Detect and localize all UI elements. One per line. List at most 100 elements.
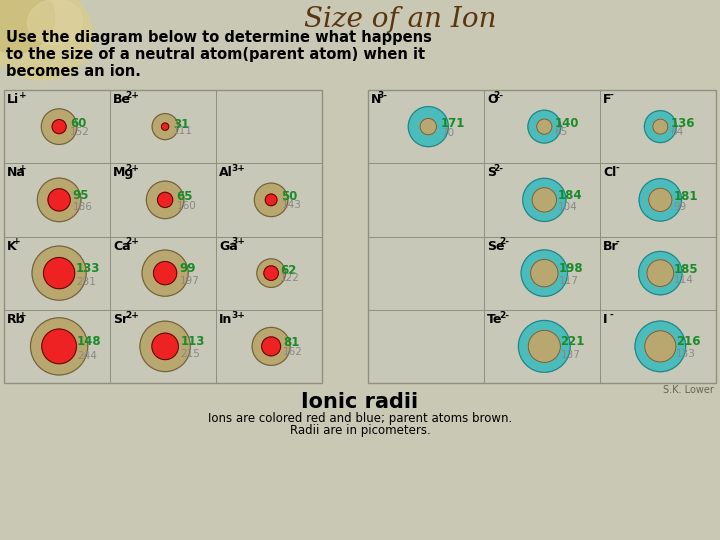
Text: 95: 95 (73, 190, 89, 202)
Bar (4, 163, 110, 237)
Circle shape (639, 179, 682, 221)
Circle shape (30, 318, 88, 375)
Text: 64: 64 (670, 127, 683, 137)
Bar (4, 90, 110, 163)
Bar (600, 163, 716, 237)
Text: Mg: Mg (113, 166, 134, 179)
Circle shape (531, 259, 558, 287)
Text: 143: 143 (282, 200, 302, 210)
Text: 133: 133 (76, 262, 100, 275)
Text: -: - (609, 91, 613, 100)
Text: 2+: 2+ (125, 164, 139, 173)
Text: 81: 81 (283, 336, 300, 349)
Circle shape (142, 250, 188, 296)
Text: Ions are colored red and blue; parent atoms brown.: Ions are colored red and blue; parent at… (208, 412, 512, 425)
Text: 148: 148 (77, 335, 102, 348)
Text: Radii are in picometers.: Radii are in picometers. (289, 424, 431, 437)
Bar (484, 163, 600, 237)
Text: 162: 162 (283, 347, 303, 357)
Text: -: - (609, 310, 613, 320)
Text: 184: 184 (558, 190, 582, 202)
Text: 140: 140 (554, 117, 579, 130)
Text: Ionic radii: Ionic radii (302, 392, 418, 412)
Circle shape (48, 189, 71, 211)
Circle shape (644, 111, 676, 143)
Text: +: + (19, 310, 27, 320)
Circle shape (265, 194, 277, 206)
Circle shape (644, 331, 676, 362)
Text: 136: 136 (670, 117, 695, 130)
Circle shape (523, 178, 566, 221)
Text: +: + (19, 164, 27, 173)
Text: Al: Al (219, 166, 233, 179)
Circle shape (140, 321, 190, 372)
Text: 31: 31 (174, 118, 189, 131)
Text: 60: 60 (70, 117, 86, 130)
Text: In: In (219, 313, 233, 326)
Bar (216, 163, 322, 237)
Text: becomes an ion.: becomes an ion. (6, 64, 141, 79)
Circle shape (264, 266, 279, 280)
Bar (368, 90, 484, 163)
Text: 99: 99 (179, 262, 196, 275)
Bar (600, 310, 716, 383)
Text: +: + (19, 91, 27, 100)
Text: N: N (371, 93, 382, 106)
Text: 65: 65 (176, 190, 193, 203)
Circle shape (152, 113, 178, 140)
Circle shape (52, 119, 66, 134)
Text: Ga: Ga (219, 240, 238, 253)
Circle shape (42, 329, 76, 364)
Text: Sr: Sr (113, 313, 128, 326)
Text: 117: 117 (559, 275, 579, 286)
Circle shape (153, 261, 176, 285)
Text: Be: Be (113, 93, 131, 106)
Ellipse shape (27, 0, 83, 44)
Text: 186: 186 (73, 202, 92, 212)
Text: 160: 160 (176, 201, 197, 211)
Bar (4, 237, 110, 310)
Bar (484, 90, 600, 163)
Bar (484, 237, 600, 310)
Text: 137: 137 (560, 350, 580, 360)
Text: S: S (487, 166, 496, 179)
Text: 198: 198 (559, 262, 583, 275)
Text: 65: 65 (554, 127, 568, 137)
Circle shape (649, 188, 672, 212)
Text: 3+: 3+ (231, 238, 246, 246)
Text: 215: 215 (181, 349, 201, 360)
Circle shape (43, 258, 75, 289)
Bar (216, 310, 322, 383)
Text: +: + (13, 238, 21, 246)
Text: 171: 171 (441, 117, 465, 130)
Text: 133: 133 (676, 349, 696, 360)
Text: 181: 181 (673, 190, 698, 202)
Text: F: F (603, 93, 611, 106)
Text: 3+: 3+ (231, 310, 246, 320)
Bar (110, 163, 216, 237)
Ellipse shape (0, 0, 55, 53)
Text: 104: 104 (558, 202, 577, 212)
Bar (216, 237, 322, 310)
Bar (4, 90, 322, 383)
Text: Na: Na (7, 166, 26, 179)
Text: 113: 113 (181, 335, 205, 348)
Circle shape (254, 183, 288, 217)
Circle shape (521, 250, 567, 296)
Circle shape (252, 327, 290, 366)
Text: 122: 122 (280, 273, 300, 283)
Text: 216: 216 (676, 335, 701, 348)
Circle shape (41, 109, 77, 144)
Text: Cl: Cl (603, 166, 616, 179)
Circle shape (420, 118, 436, 135)
Circle shape (647, 260, 674, 287)
Text: 3+: 3+ (231, 164, 246, 173)
Bar (368, 90, 716, 383)
Text: S.K. Lower: S.K. Lower (663, 385, 714, 395)
Text: 62: 62 (280, 264, 297, 277)
Bar (484, 310, 600, 383)
Bar (600, 90, 716, 163)
Text: 2+: 2+ (125, 310, 139, 320)
Bar (110, 237, 216, 310)
Text: 3-: 3- (377, 91, 387, 100)
